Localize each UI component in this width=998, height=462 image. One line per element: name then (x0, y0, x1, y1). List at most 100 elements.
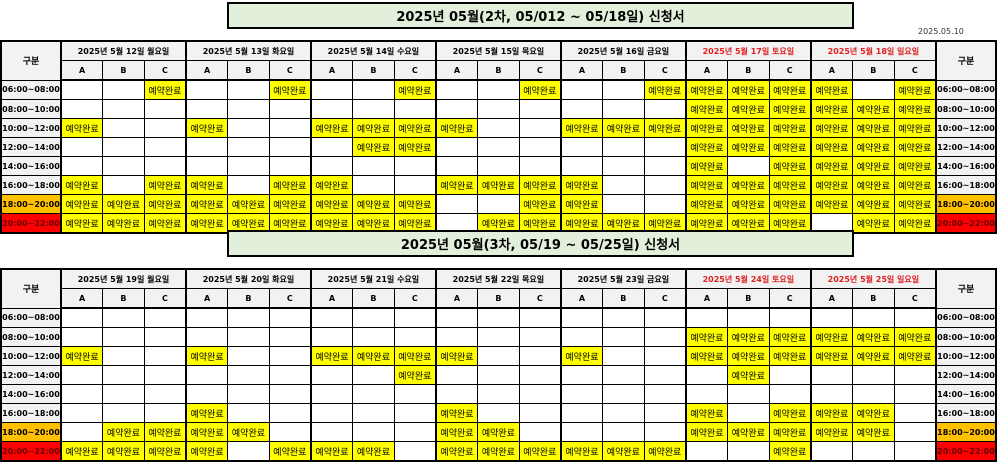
empty-slot[interactable] (102, 99, 145, 119)
booked-slot[interactable]: 예약완료 (851, 118, 895, 138)
empty-slot[interactable] (309, 307, 354, 328)
booked-slot[interactable]: 예약완료 (518, 441, 562, 462)
booked-slot[interactable]: 예약완료 (102, 194, 145, 214)
empty-slot[interactable] (851, 384, 895, 404)
booked-slot[interactable]: 예약완료 (393, 118, 437, 138)
booked-slot[interactable]: 예약완료 (809, 403, 853, 423)
booked-slot[interactable]: 예약완료 (727, 422, 770, 442)
booked-slot[interactable]: 예약완료 (893, 156, 937, 176)
booked-slot[interactable]: 예약완료 (184, 422, 229, 442)
booked-slot[interactable]: 예약완료 (727, 79, 770, 100)
empty-slot[interactable] (60, 327, 104, 347)
booked-slot[interactable]: 예약완료 (143, 441, 187, 462)
empty-slot[interactable] (352, 422, 395, 442)
booked-slot[interactable]: 예약완료 (352, 441, 395, 462)
empty-slot[interactable] (309, 99, 354, 119)
empty-slot[interactable] (559, 422, 604, 442)
empty-slot[interactable] (268, 422, 312, 442)
booked-slot[interactable]: 예약완료 (809, 422, 853, 442)
booked-slot[interactable]: 예약완료 (352, 213, 395, 234)
booked-slot[interactable]: 예약완료 (184, 441, 229, 462)
empty-slot[interactable] (518, 384, 562, 404)
empty-slot[interactable] (809, 384, 853, 404)
empty-slot[interactable] (559, 99, 604, 119)
empty-slot[interactable] (309, 365, 354, 385)
booked-slot[interactable]: 예약완료 (851, 422, 895, 442)
empty-slot[interactable] (309, 327, 354, 347)
empty-slot[interactable] (893, 441, 937, 462)
empty-slot[interactable] (643, 137, 687, 157)
empty-slot[interactable] (477, 156, 520, 176)
empty-slot[interactable] (434, 327, 479, 347)
booked-slot[interactable]: 예약완료 (684, 137, 728, 157)
empty-slot[interactable] (768, 307, 812, 328)
booked-slot[interactable]: 예약완료 (143, 79, 187, 100)
empty-slot[interactable] (559, 365, 604, 385)
empty-slot[interactable] (227, 441, 270, 462)
empty-slot[interactable] (518, 422, 562, 442)
empty-slot[interactable] (684, 365, 728, 385)
booked-slot[interactable]: 예약완료 (851, 194, 895, 214)
empty-slot[interactable] (393, 156, 437, 176)
empty-slot[interactable] (477, 99, 520, 119)
empty-slot[interactable] (102, 307, 145, 328)
empty-slot[interactable] (143, 346, 187, 366)
empty-slot[interactable] (102, 365, 145, 385)
booked-slot[interactable]: 예약완료 (559, 118, 604, 138)
empty-slot[interactable] (602, 307, 645, 328)
booked-slot[interactable]: 예약완료 (434, 441, 479, 462)
booked-slot[interactable]: 예약완료 (809, 175, 853, 195)
booked-slot[interactable]: 예약완료 (893, 118, 937, 138)
empty-slot[interactable] (602, 79, 645, 100)
empty-slot[interactable] (268, 384, 312, 404)
empty-slot[interactable] (60, 365, 104, 385)
booked-slot[interactable]: 예약완료 (851, 346, 895, 366)
booked-slot[interactable]: 예약완료 (60, 118, 104, 138)
empty-slot[interactable] (602, 156, 645, 176)
empty-slot[interactable] (602, 422, 645, 442)
empty-slot[interactable] (727, 307, 770, 328)
empty-slot[interactable] (102, 79, 145, 100)
empty-slot[interactable] (143, 137, 187, 157)
empty-slot[interactable] (143, 118, 187, 138)
booked-slot[interactable]: 예약완료 (559, 441, 604, 462)
booked-slot[interactable]: 예약완료 (768, 403, 812, 423)
booked-slot[interactable]: 예약완료 (60, 175, 104, 195)
booked-slot[interactable]: 예약완료 (768, 194, 812, 214)
empty-slot[interactable] (893, 403, 937, 423)
booked-slot[interactable]: 예약완료 (393, 79, 437, 100)
empty-slot[interactable] (477, 79, 520, 100)
empty-slot[interactable] (143, 384, 187, 404)
booked-slot[interactable]: 예약완료 (809, 118, 853, 138)
empty-slot[interactable] (893, 365, 937, 385)
empty-slot[interactable] (352, 307, 395, 328)
booked-slot[interactable]: 예약완료 (434, 346, 479, 366)
empty-slot[interactable] (643, 346, 687, 366)
empty-slot[interactable] (477, 307, 520, 328)
empty-slot[interactable] (851, 79, 895, 100)
booked-slot[interactable]: 예약완료 (684, 327, 728, 347)
booked-slot[interactable]: 예약완료 (559, 194, 604, 214)
booked-slot[interactable]: 예약완료 (184, 118, 229, 138)
booked-slot[interactable]: 예약완료 (684, 213, 728, 234)
booked-slot[interactable]: 예약완료 (893, 194, 937, 214)
empty-slot[interactable] (602, 384, 645, 404)
empty-slot[interactable] (393, 441, 437, 462)
empty-slot[interactable] (268, 118, 312, 138)
empty-slot[interactable] (309, 79, 354, 100)
booked-slot[interactable]: 예약완료 (893, 327, 937, 347)
booked-slot[interactable]: 예약완료 (684, 175, 728, 195)
empty-slot[interactable] (268, 137, 312, 157)
empty-slot[interactable] (893, 422, 937, 442)
empty-slot[interactable] (602, 137, 645, 157)
booked-slot[interactable]: 예약완료 (352, 137, 395, 157)
empty-slot[interactable] (227, 156, 270, 176)
empty-slot[interactable] (602, 194, 645, 214)
booked-slot[interactable]: 예약완료 (727, 365, 770, 385)
booked-slot[interactable]: 예약완료 (434, 118, 479, 138)
booked-slot[interactable]: 예약완료 (518, 175, 562, 195)
booked-slot[interactable]: 예약완료 (268, 175, 312, 195)
empty-slot[interactable] (893, 384, 937, 404)
booked-slot[interactable]: 예약완료 (893, 213, 937, 234)
booked-slot[interactable]: 예약완료 (809, 99, 853, 119)
